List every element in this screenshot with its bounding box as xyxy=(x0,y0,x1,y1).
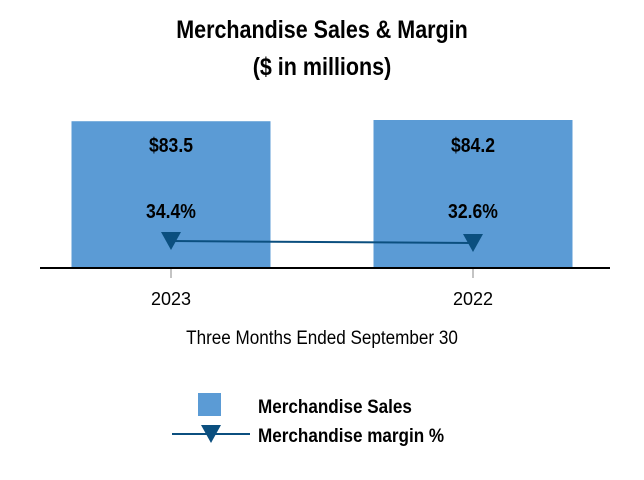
chart-subtitle: ($ in millions) xyxy=(252,53,392,81)
legend-label-merchandise-margin: Merchandise margin % xyxy=(258,425,444,446)
x-tick-label-2022: 2022 xyxy=(453,289,493,309)
legend-swatch-merchandise-sales xyxy=(198,393,221,416)
bar-value-label-2022: $84.2 xyxy=(451,134,495,156)
legend-marker-merchandise-margin xyxy=(201,425,221,443)
margin-line xyxy=(170,240,474,244)
chart-title: Merchandise Sales & Margin xyxy=(176,16,468,44)
x-axis-title: Three Months Ended September 30 xyxy=(186,327,458,348)
x-tick-label-2023: 2023 xyxy=(151,289,191,309)
margin-value-label-2023: 34.4% xyxy=(146,200,196,222)
margin-marker-2022 xyxy=(463,234,483,252)
bar-value-label-2023: $83.5 xyxy=(149,134,193,156)
margin-value-label-2022: 32.6% xyxy=(448,200,498,222)
margin-marker-2023 xyxy=(161,232,181,251)
legend-label-merchandise-sales: Merchandise Sales xyxy=(258,396,412,417)
